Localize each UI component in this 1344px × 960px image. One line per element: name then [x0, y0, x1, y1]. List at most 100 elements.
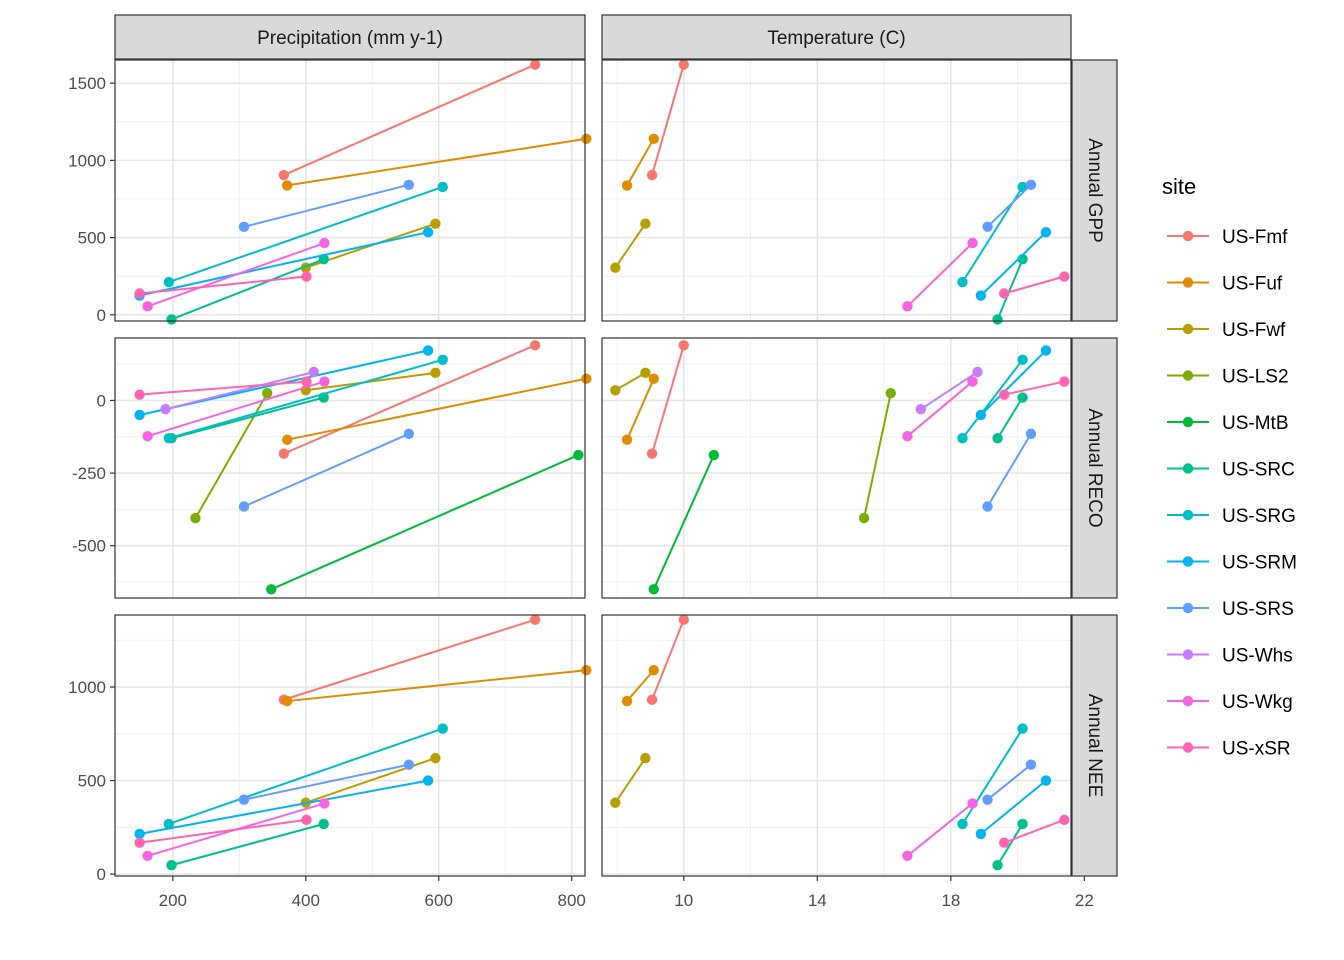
series-line-US-Fmf	[283, 618, 536, 701]
series-line-US-SRS	[986, 184, 1032, 228]
legend: site US-Fmf US-Fuf US-Fwf US-LS2 US-MtB US-SRC…	[1162, 174, 1297, 760]
data-point-US-Fuf	[648, 664, 659, 676]
series-line-US-SRC	[171, 258, 325, 321]
legend-item-US-Fmf: US-Fmf	[1167, 227, 1288, 248]
data-point-US-Fmf	[678, 614, 689, 625]
panel-border	[601, 337, 1072, 599]
data-point-US-Wkg	[902, 430, 913, 442]
series-line-US-Wkg	[906, 242, 974, 308]
legend-key-point	[1182, 370, 1194, 381]
data-point-US-LS2	[262, 387, 273, 399]
data-point-US-Fwf	[610, 797, 621, 808]
data-point-US-SRG	[163, 433, 175, 444]
data-point-US-Wkg	[142, 301, 153, 312]
legend-key-point	[1182, 277, 1194, 288]
series-line-US-Whs	[165, 371, 315, 411]
panel-border	[601, 614, 1072, 877]
legend-item-US-SRC: US-SRC	[1167, 460, 1295, 481]
series-line-US-SRM	[980, 779, 1047, 835]
data-point-US-SRS	[403, 759, 415, 770]
series-line-US-MtB	[652, 454, 715, 590]
data-point-US-Fwf	[610, 262, 621, 273]
data-point-US-LS2	[885, 387, 896, 399]
x-tick-label: 400	[292, 891, 320, 910]
series-line-US-SRG	[168, 358, 444, 440]
data-point-US-MtB	[266, 584, 277, 595]
series-line-US-SRG	[168, 186, 444, 284]
data-point-US-xSR	[301, 376, 312, 387]
facet-strip-nee	[1071, 614, 1118, 877]
data-point-US-SRG	[957, 818, 968, 830]
series-line-US-Wkg	[906, 802, 974, 857]
legend-key-point	[1182, 509, 1194, 521]
data-point-US-Whs	[915, 403, 926, 415]
series-line-US-SRS	[243, 432, 410, 508]
x-tick-label: 200	[159, 891, 187, 910]
data-point-US-SRG	[437, 354, 448, 365]
legend-item-US-SRG: US-SRG	[1167, 506, 1296, 527]
x-tick-label: 800	[558, 891, 586, 910]
data-point-US-Wkg	[902, 850, 913, 861]
panel-border	[601, 59, 1072, 322]
data-point-US-Fmf	[278, 448, 290, 459]
data-point-US-SRS	[1025, 179, 1037, 190]
legend-key-point	[1182, 602, 1194, 614]
legend-key-point	[1182, 556, 1194, 567]
panel-nee-temp: 10 14 18 22	[601, 614, 1094, 910]
legend-item-US-Wkg: US-Wkg	[1167, 692, 1293, 713]
y-tick-label: 500	[78, 772, 106, 791]
series-line-US-Fuf	[626, 138, 655, 186]
data-point-US-SRG	[437, 723, 448, 734]
series-line-US-SRM	[139, 231, 429, 297]
y-tick-label: 0	[97, 306, 106, 325]
series-line-US-xSR	[139, 275, 307, 295]
data-point-US-Wkg	[319, 798, 330, 809]
data-point-US-SRM	[134, 828, 145, 840]
series-line-US-SRC	[996, 397, 1024, 439]
data-point-US-Fmf	[529, 59, 541, 70]
series-line-US-xSR	[139, 380, 307, 396]
series-line-US-SRM	[139, 779, 429, 835]
x-tick-label: 10	[674, 891, 693, 910]
panel-background	[602, 60, 1071, 321]
data-point-US-Whs	[160, 403, 171, 415]
data-point-US-SRG	[437, 181, 448, 193]
panel-background	[602, 338, 1071, 598]
data-point-US-xSR	[301, 271, 312, 282]
data-point-US-xSR	[999, 837, 1010, 848]
data-point-US-Fwf	[430, 218, 441, 229]
data-point-US-SRC	[318, 818, 329, 830]
series-line-US-Fwf	[614, 371, 646, 392]
data-point-US-Fuf	[581, 373, 592, 384]
data-point-US-Fwf	[640, 367, 651, 379]
data-point-US-Wkg	[319, 376, 330, 387]
data-point-US-SRC	[166, 859, 177, 871]
data-point-US-xSR	[1059, 271, 1070, 282]
series-line-US-SRS	[243, 183, 410, 228]
data-point-US-SRS	[1025, 759, 1037, 770]
data-point-US-Fwf	[430, 367, 441, 379]
data-point-US-LS2	[858, 512, 870, 524]
legend-item-US-Whs: US-Whs	[1167, 646, 1293, 667]
series-line-US-Whs	[920, 371, 979, 411]
data-point-US-SRC	[992, 433, 1003, 444]
data-point-US-SRM	[975, 290, 987, 301]
data-point-US-Fmf	[646, 169, 658, 181]
data-point-US-xSR	[134, 288, 145, 299]
legend-label: US-MtB	[1222, 413, 1289, 434]
data-point-US-MtB	[708, 449, 720, 461]
series-line-US-Fmf	[283, 63, 536, 176]
legend-item-US-Fuf: US-Fuf	[1167, 274, 1283, 295]
data-point-US-MtB	[648, 584, 659, 595]
legend-key-point	[1182, 323, 1194, 335]
y-tick-label: 1000	[68, 678, 106, 697]
legend-item-US-Fwf: US-Fwf	[1167, 320, 1286, 341]
data-point-US-SRG	[957, 276, 968, 288]
panel-reco-temp	[601, 337, 1072, 599]
y-tick-label: -500	[72, 537, 106, 556]
data-point-US-SRM	[422, 775, 434, 786]
legend-key-point	[1182, 416, 1194, 428]
series-line-US-Fwf	[614, 757, 647, 804]
facet-label-precip: Precipitation (mm y-1)	[257, 28, 443, 49]
series-line-US-xSR	[1003, 275, 1065, 295]
